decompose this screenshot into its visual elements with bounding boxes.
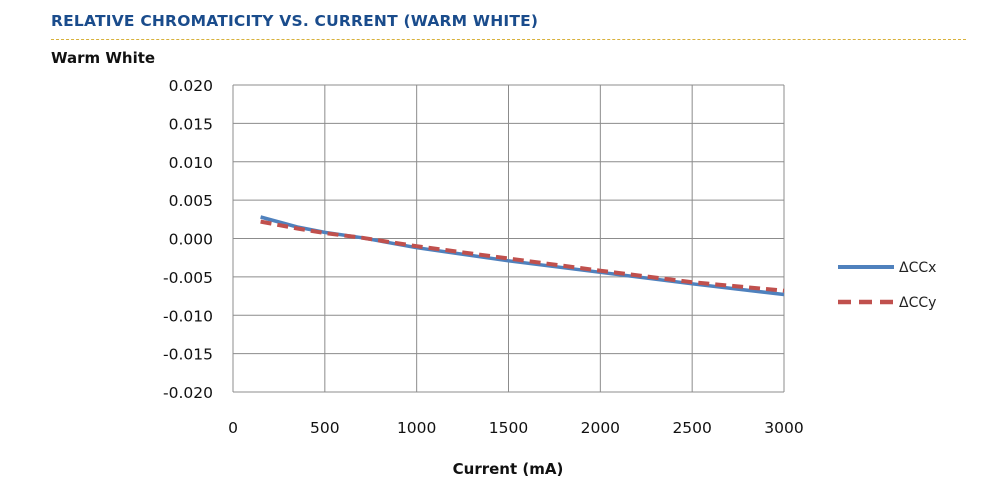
y-tick-label: 0.005: [169, 192, 213, 210]
x-tick-label: 2500: [672, 419, 711, 437]
series-lines: [260, 215, 785, 297]
x-tick-label: 0: [228, 419, 238, 437]
y-tick-label: -0.020: [163, 384, 213, 402]
y-tick-label: 0.010: [169, 154, 213, 172]
y-tick-label: -0.010: [163, 307, 213, 325]
y-tick-label: -0.005: [163, 269, 213, 287]
y-tick-label: -0.015: [163, 346, 213, 364]
x-axis-ticks: 0 500 1000 1500 2000 2500 3000: [228, 419, 804, 437]
x-tick-label: 2000: [581, 419, 620, 437]
section-title: RELATIVE CHROMATICITY VS. CURRENT (WARM …: [51, 12, 539, 30]
y-axis-ticks: 0.020 0.015 0.010 0.005 0.000 -0.005 -0.010 -0.…: [163, 77, 213, 402]
x-axis-title: Current (mA): [453, 460, 564, 478]
y-tick-label: 0.000: [169, 231, 213, 249]
series-line-1: [260, 219, 785, 293]
legend: ΔCCx ΔCCy: [838, 260, 936, 311]
y-tick-label: 0.020: [169, 77, 213, 95]
legend-label-0: ΔCCx: [899, 260, 936, 276]
legend-label-1: ΔCCy: [899, 295, 936, 311]
x-tick-label: 1000: [397, 419, 436, 437]
y-tick-label: 0.015: [169, 115, 213, 133]
x-tick-label: 3000: [764, 419, 803, 437]
x-tick-label: 1500: [489, 419, 528, 437]
chart-subtitle: Warm White: [51, 49, 156, 67]
grid: [232, 84, 785, 393]
dashed-divider: [51, 39, 966, 40]
x-tick-label: 500: [310, 419, 340, 437]
